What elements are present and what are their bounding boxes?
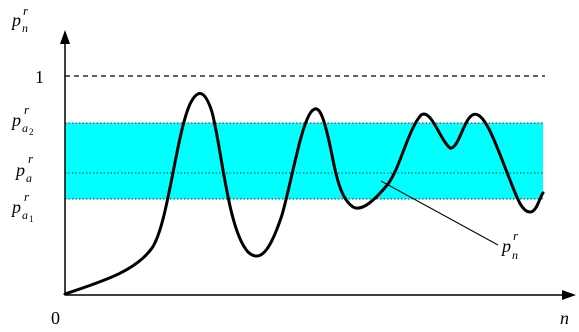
svg-text:n: n (22, 21, 28, 35)
y-axis-arrow (60, 30, 70, 44)
svg-text:p: p (10, 197, 21, 217)
acceptance-band (65, 123, 543, 199)
unity-label: 1 (35, 67, 44, 87)
svg-text:p: p (10, 10, 21, 30)
curve-label: p r n (500, 228, 519, 262)
svg-text:p: p (10, 110, 21, 130)
svg-text:r: r (28, 151, 34, 166)
svg-text:a: a (26, 171, 32, 185)
pa-label: p r a (14, 151, 34, 185)
svg-text:n: n (512, 248, 518, 262)
x-axis-label: n (560, 308, 569, 328)
curve-label-leader (380, 180, 499, 246)
svg-text:a: a (22, 121, 28, 135)
pa2-label: p r a 2 (10, 102, 34, 137)
x-axis-arrow (562, 290, 576, 300)
y-axis-label: p r n (10, 3, 29, 35)
svg-text:r: r (23, 3, 29, 18)
pa1-label: p r a 1 (10, 189, 34, 224)
svg-text:r: r (513, 228, 519, 243)
svg-text:2: 2 (29, 127, 34, 137)
svg-text:p: p (500, 236, 511, 256)
probability-curve (63, 92, 545, 296)
svg-text:1: 1 (29, 214, 34, 224)
svg-text:r: r (24, 189, 30, 204)
origin-label: 0 (51, 308, 60, 328)
svg-text:p: p (14, 160, 25, 180)
svg-text:r: r (24, 102, 30, 117)
svg-text:a: a (22, 208, 28, 222)
